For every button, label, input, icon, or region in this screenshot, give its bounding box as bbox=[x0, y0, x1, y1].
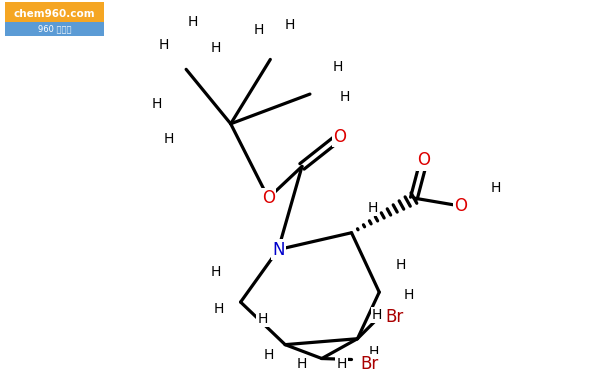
Text: H: H bbox=[285, 18, 295, 32]
Text: Br: Br bbox=[385, 308, 404, 326]
Text: O: O bbox=[417, 152, 430, 170]
FancyBboxPatch shape bbox=[5, 22, 104, 36]
Text: H: H bbox=[211, 266, 221, 279]
Text: H: H bbox=[336, 357, 347, 372]
Text: O: O bbox=[262, 189, 275, 207]
Text: H: H bbox=[211, 40, 221, 54]
Text: N: N bbox=[272, 241, 284, 259]
Text: H: H bbox=[367, 201, 378, 215]
Text: H: H bbox=[253, 23, 264, 37]
Text: H: H bbox=[214, 302, 224, 316]
Text: H: H bbox=[372, 308, 382, 322]
Text: H: H bbox=[257, 312, 267, 326]
Text: H: H bbox=[333, 60, 343, 74]
Text: H: H bbox=[369, 345, 379, 358]
Text: O: O bbox=[333, 128, 346, 146]
Text: H: H bbox=[151, 97, 162, 111]
Text: chem960.com: chem960.com bbox=[13, 9, 95, 19]
Text: H: H bbox=[158, 38, 169, 52]
Text: H: H bbox=[297, 357, 307, 372]
Text: H: H bbox=[188, 15, 198, 29]
Text: H: H bbox=[263, 348, 273, 362]
Text: H: H bbox=[164, 132, 174, 146]
FancyBboxPatch shape bbox=[5, 2, 104, 24]
Text: Br: Br bbox=[360, 356, 379, 374]
Text: H: H bbox=[491, 181, 502, 195]
Text: H: H bbox=[339, 90, 350, 104]
Text: H: H bbox=[404, 288, 414, 302]
Text: H: H bbox=[396, 258, 406, 272]
Text: O: O bbox=[454, 197, 467, 215]
Text: 960 化工网: 960 化工网 bbox=[38, 24, 71, 33]
